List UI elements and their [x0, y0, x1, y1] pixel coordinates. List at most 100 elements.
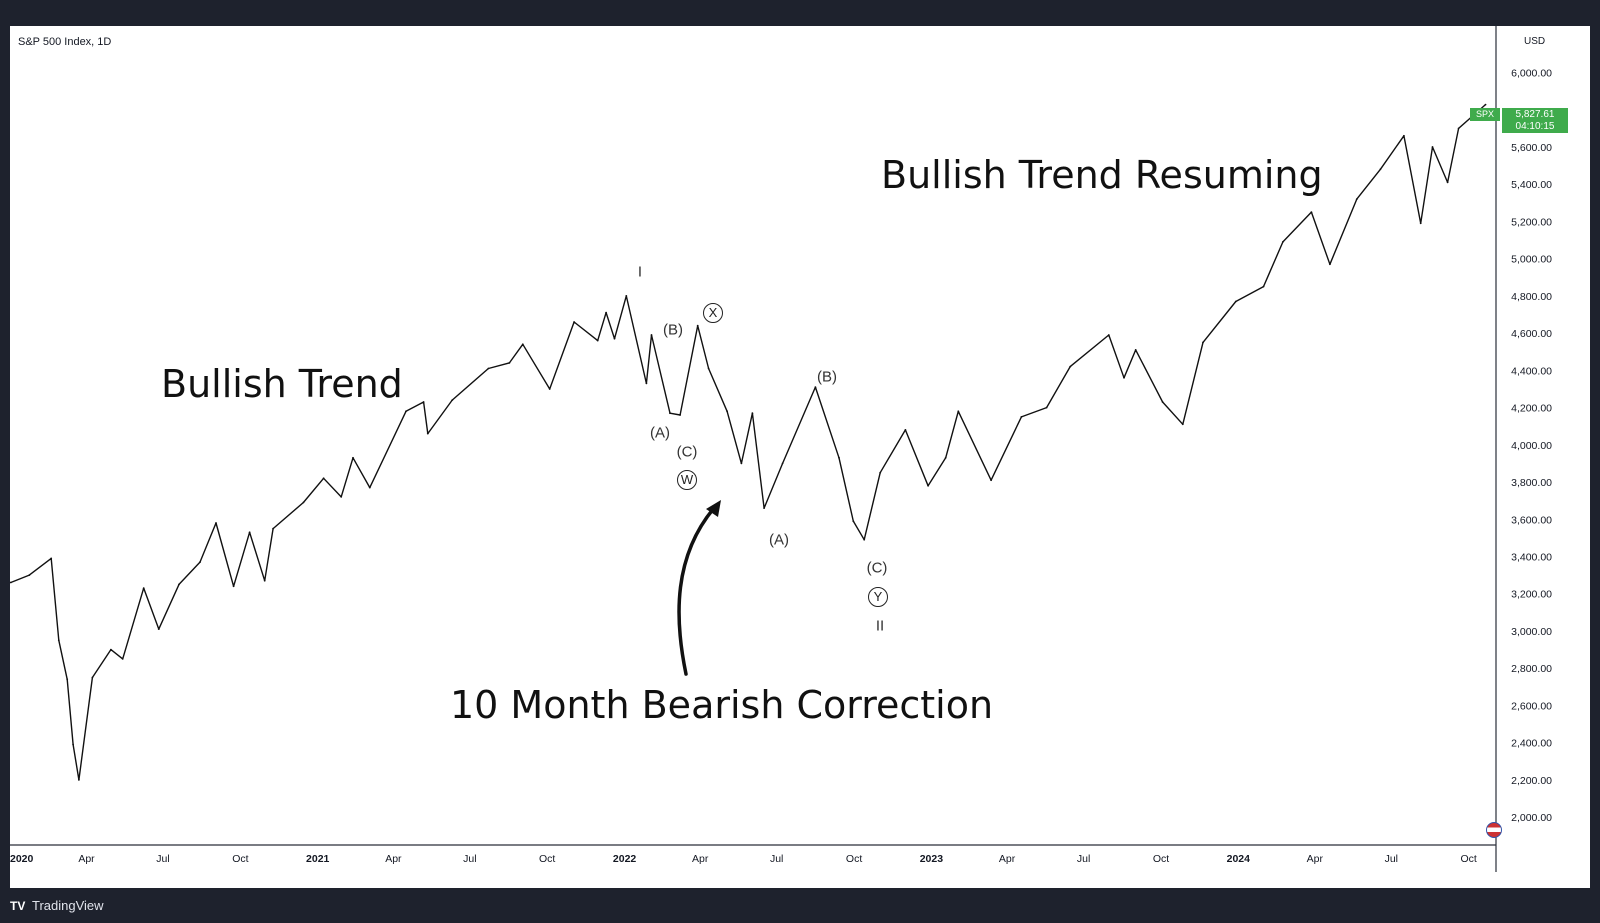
wave-label-6: (B): [817, 368, 837, 386]
y-tick-label-6: 3,200.00: [1511, 589, 1552, 601]
tradingview-logo-icon[interactable]: TV: [10, 899, 26, 913]
x-tick-label-9: Apr: [692, 853, 709, 865]
wave-label-10: II: [875, 617, 885, 635]
price-point-60: [1069, 365, 1072, 368]
price-point-8: [110, 648, 112, 651]
price-point-64: [1161, 401, 1164, 403]
annotation-bearish-correction: 10 Month Bearish Correction: [450, 683, 994, 727]
price-point-53: [904, 429, 907, 431]
wave-label-4: (C): [676, 443, 698, 461]
price-point-36: [625, 295, 628, 297]
x-tick-label-15: Oct: [1153, 853, 1169, 865]
price-point-49: [838, 456, 840, 459]
price-point-20: [322, 477, 325, 480]
price-point-29: [508, 362, 511, 364]
time-axis[interactable]: 2020 Apr Jul Oct 2021 Apr Jul Oct 2022 Apr Jul Oct 2…: [10, 853, 1477, 865]
x-tick-label-13: Apr: [999, 853, 1016, 865]
x-tick-label-18: Jul: [1385, 853, 1398, 865]
footer-bar: TV TradingView: [0, 888, 1600, 923]
price-point-16: [248, 531, 251, 534]
x-tick-label-7: Oct: [539, 853, 555, 865]
price-point-38: [650, 334, 653, 336]
x-tick-label-4: 2021: [306, 853, 330, 865]
price-point-17: [263, 579, 266, 582]
x-tick-label-11: Oct: [846, 853, 862, 865]
price-point-40: [679, 414, 681, 416]
price-point-34: [605, 311, 607, 314]
price-point-62: [1123, 376, 1125, 379]
price-point-77: [1446, 181, 1449, 184]
x-tick-label-14: Jul: [1077, 853, 1090, 865]
x-tick-label-1: Apr: [78, 853, 95, 865]
annotation-bullish-resuming: Bullish Trend Resuming: [881, 153, 1323, 197]
last-price-value: 5,827.61: [1515, 109, 1555, 120]
y-tick-label-12: 4,400.00: [1511, 365, 1552, 377]
chart-panel[interactable]: 2,000.00 2,200.00 2,400.00 2,600.00 2,800.00…: [10, 26, 1590, 888]
price-point-51: [863, 538, 866, 541]
y-tick-label-17: 5,400.00: [1511, 179, 1552, 191]
price-point-73: [1379, 168, 1382, 171]
price-point-44: [740, 462, 743, 465]
us-flag-icon[interactable]: [1486, 822, 1502, 838]
y-tick-label-3: 2,600.00: [1511, 700, 1552, 712]
wave-label-5: W: [677, 470, 697, 490]
price-point-45: [751, 412, 754, 415]
price-chart[interactable]: 2,000.00 2,200.00 2,400.00 2,600.00 2,800.00…: [10, 26, 1590, 888]
x-tick-label-6: Jul: [463, 853, 476, 865]
price-point-58: [1020, 416, 1023, 418]
price-point-19: [302, 501, 305, 504]
price-point-41: [696, 324, 699, 327]
price-point-76: [1431, 146, 1434, 148]
price-point-5: [72, 743, 74, 746]
price-point-13: [199, 561, 201, 563]
x-tick-label-3: Oct: [232, 853, 248, 865]
price-point-27: [451, 399, 454, 401]
price-point-26: [426, 432, 429, 435]
x-tick-label-17: Apr: [1307, 853, 1324, 865]
correction-arrow-head: [706, 500, 721, 517]
y-tick-label-1: 2,200.00: [1511, 775, 1552, 787]
y-tick-label-19: 6,000.00: [1511, 68, 1552, 80]
price-point-7: [91, 676, 94, 679]
price-point-21: [340, 496, 343, 498]
bar-countdown: 04:10:15: [1515, 121, 1555, 132]
price-point-68: [1262, 285, 1265, 288]
price-point-32: [573, 321, 575, 323]
price-point-11: [157, 628, 160, 630]
price-point-52: [879, 471, 882, 474]
price-point-55: [944, 456, 947, 459]
price-point-72: [1355, 198, 1358, 201]
price-point-18: [272, 527, 274, 530]
price-point-57: [990, 479, 992, 482]
price-point-67: [1234, 300, 1237, 303]
x-tick-label-19: Oct: [1461, 853, 1477, 865]
price-point-66: [1202, 341, 1204, 344]
wave-label-9: Y: [868, 587, 888, 607]
price-point-2: [50, 557, 53, 560]
price-point-25: [422, 401, 425, 403]
annotation-bullish-trend: Bullish Trend: [161, 362, 403, 406]
brand-name[interactable]: TradingView: [32, 898, 104, 913]
y-tick-label-5: 3,000.00: [1511, 626, 1552, 638]
price-point-1: [28, 574, 31, 576]
y-tick-label-11: 4,200.00: [1511, 403, 1552, 415]
price-axis[interactable]: 2,000.00 2,200.00 2,400.00 2,600.00 2,800.00…: [1511, 68, 1552, 825]
y-tick-label-14: 4,800.00: [1511, 291, 1552, 303]
price-point-56: [957, 410, 960, 413]
price-point-43: [726, 410, 728, 413]
y-tick-label-8: 3,600.00: [1511, 514, 1552, 526]
price-point-70: [1310, 211, 1313, 214]
wave-label-1: (B): [663, 321, 683, 339]
price-point-71: [1329, 263, 1331, 266]
currency-label[interactable]: USD: [1524, 36, 1546, 47]
price-point-3: [57, 639, 60, 642]
price-series: [10, 103, 1487, 781]
price-point-63: [1134, 349, 1137, 351]
y-tick-label-16: 5,200.00: [1511, 216, 1552, 228]
price-point-28: [487, 367, 490, 370]
y-tick-label-2: 2,400.00: [1511, 738, 1552, 750]
price-point-30: [521, 343, 524, 346]
price-point-4: [66, 678, 69, 681]
price-point-42: [707, 367, 710, 370]
price-point-75: [1419, 222, 1422, 225]
